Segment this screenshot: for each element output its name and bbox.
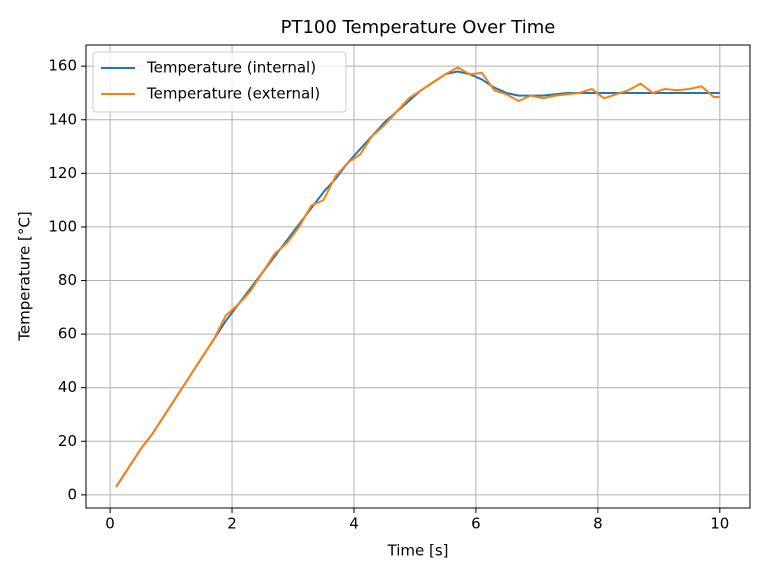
x-tick-label: 4 bbox=[349, 515, 359, 533]
y-tick-label: 120 bbox=[48, 164, 77, 182]
chart-title: PT100 Temperature Over Time bbox=[281, 17, 556, 38]
y-tick-label: 40 bbox=[58, 378, 77, 396]
y-tick-label: 60 bbox=[58, 325, 77, 343]
y-tick-label: 80 bbox=[58, 271, 77, 289]
x-tick-label: 2 bbox=[227, 515, 237, 533]
y-tick-label: 100 bbox=[48, 217, 77, 235]
x-axis-label: Time [s] bbox=[387, 542, 449, 560]
legend-label: Temperature (internal) bbox=[146, 59, 316, 77]
x-tick-label: 8 bbox=[593, 515, 603, 533]
y-tick-label: 0 bbox=[67, 485, 77, 503]
data-line bbox=[115, 66, 720, 488]
y-axis-label: Temperature [°C] bbox=[16, 211, 34, 341]
x-tick-label: 10 bbox=[710, 515, 729, 533]
legend-box bbox=[92, 51, 347, 113]
y-tick-label: 140 bbox=[48, 110, 77, 128]
legend-label: Temperature (external) bbox=[146, 85, 320, 103]
y-tick-label: 20 bbox=[58, 432, 77, 450]
y-tick-label: 160 bbox=[48, 57, 77, 75]
x-tick-label: 6 bbox=[471, 515, 481, 533]
data-line bbox=[115, 70, 720, 488]
x-tick-label: 0 bbox=[105, 515, 115, 533]
plot-frame bbox=[85, 44, 751, 509]
